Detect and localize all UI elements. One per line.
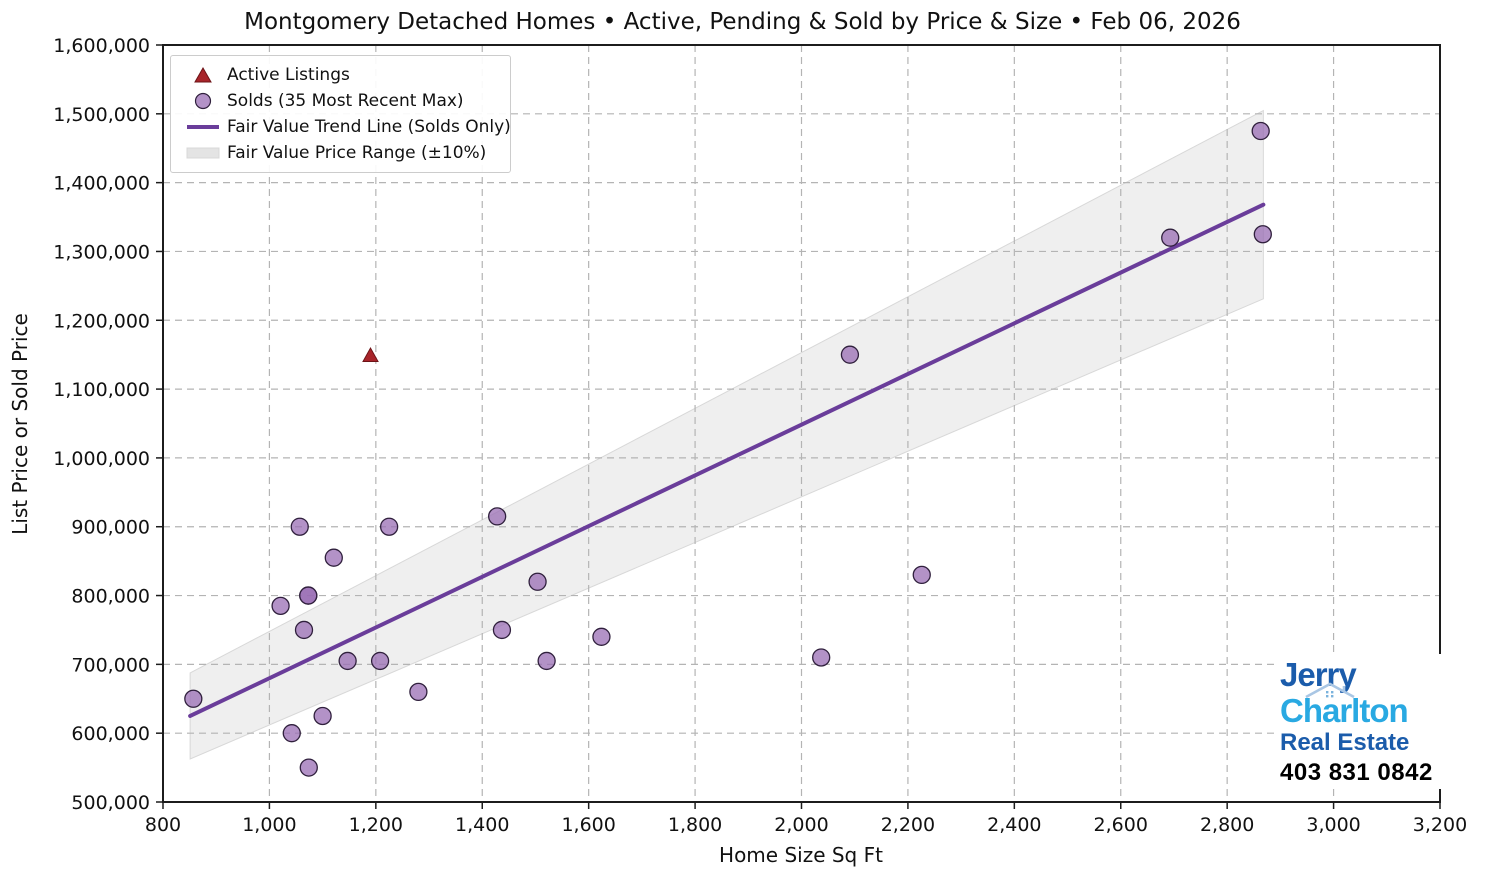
sold-point	[299, 586, 318, 605]
legend-label: Active Listings	[227, 65, 350, 85]
sold-point	[912, 565, 931, 585]
sold-point	[271, 596, 290, 616]
y-tick-label: 1,400,000	[53, 173, 150, 195]
y-tick-label: 1,100,000	[53, 379, 150, 401]
solds-circle-icon	[179, 92, 227, 110]
sold-point	[1251, 121, 1270, 141]
plot-generated-layer: 800 1,000 1,200 1,400 1,600 1,800 2,000 2,200 2,…	[53, 35, 1467, 836]
sold-point	[313, 706, 332, 726]
y-tick-label: 800,000	[71, 586, 150, 608]
y-axis-label: List Price or Sold Price	[8, 313, 32, 535]
x-tick-label: 1,200	[349, 814, 403, 836]
x-tick-label: 2,600	[1094, 814, 1148, 836]
trend-line-icon	[179, 118, 227, 136]
legend-label: Fair Value Price Range (±10%)	[227, 143, 487, 163]
y-tick-label: 1,500,000	[53, 104, 150, 126]
x-tick-label: 1,800	[668, 814, 722, 836]
sold-point	[184, 689, 203, 708]
active-listings-triangle-icon	[179, 66, 227, 84]
sold-point	[1161, 228, 1180, 247]
sold-point	[840, 345, 860, 364]
y-tick-label: 600,000	[71, 723, 150, 745]
sold-point	[379, 517, 399, 536]
y-tick-label: 1,000,000	[53, 448, 150, 470]
x-tick-label: 3,200	[1413, 814, 1467, 836]
sold-point	[299, 758, 318, 777]
legend-item-active-listings: Active Listings	[179, 62, 502, 88]
x-tick-label: 2,800	[1200, 814, 1254, 836]
sold-point	[409, 682, 428, 702]
legend-label: Solds (35 Most Recent Max)	[227, 91, 464, 111]
legend-item-trend-line: Fair Value Trend Line (Solds Only)	[179, 114, 511, 140]
sold-point	[282, 724, 301, 743]
x-tick-label: 1,400	[455, 814, 509, 836]
brand-name-line3: Real Estate	[1280, 729, 1410, 756]
sold-point	[487, 507, 507, 526]
y-tick-label: 1,300,000	[53, 241, 150, 263]
chart-title: Montgomery Detached Homes • Active, Pend…	[244, 9, 1241, 35]
sold-point	[1253, 225, 1272, 244]
fair-value-trend-line	[188, 202, 1266, 718]
price-range-band-icon	[179, 144, 227, 162]
x-tick-label: 2,000	[774, 814, 828, 836]
y-tick-label: 500,000	[71, 792, 150, 814]
y-tick-label: 700,000	[71, 654, 150, 676]
sold-point	[370, 651, 390, 671]
sold-point	[528, 572, 547, 591]
sold-point	[537, 651, 556, 671]
brand-name-line2: Charlton	[1280, 682, 1433, 727]
x-tick-label: 2,200	[881, 814, 935, 836]
x-tick-label: 3,000	[1306, 814, 1360, 836]
x-tick-label: 800	[145, 814, 181, 836]
brand-name-line1: Jerry	[1280, 656, 1357, 693]
fair-value-band	[189, 109, 1264, 760]
y-tick-label: 1,600,000	[53, 35, 150, 57]
legend-item-solds: Solds (35 Most Recent Max)	[179, 88, 502, 114]
y-tick-label: 1,200,000	[53, 310, 150, 332]
sold-point	[812, 648, 831, 667]
x-tick-label: 1,600	[561, 814, 615, 836]
sold-point	[492, 620, 512, 640]
sold-point	[324, 548, 343, 567]
sold-point	[338, 651, 357, 671]
brand-phone: 403 831 0842	[1280, 759, 1433, 786]
active-listing-point	[362, 347, 379, 363]
legend: Active Listings Solds (35 Most Recent Ma…	[170, 55, 511, 173]
sold-point	[290, 517, 309, 536]
legend-label: Fair Value Trend Line (Solds Only)	[227, 117, 511, 137]
y-tick-label: 900,000	[71, 517, 150, 539]
brand-logo: Jerry Charlton Real Estate 403 831 0842	[1276, 654, 1441, 789]
sold-point	[592, 627, 611, 646]
sold-point	[294, 620, 314, 640]
x-axis-label: Home Size Sq Ft	[719, 843, 883, 867]
x-tick-label: 2,400	[987, 814, 1041, 836]
legend-item-price-range: Fair Value Price Range (±10%)	[179, 140, 502, 166]
x-tick-label: 1,000	[242, 814, 296, 836]
